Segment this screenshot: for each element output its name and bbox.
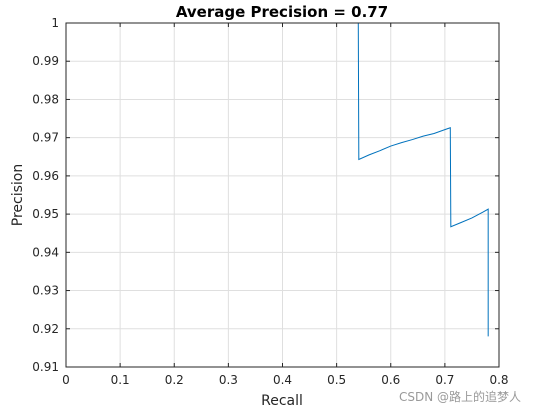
y-tick-label: 0.98	[32, 92, 59, 106]
x-axis-ticks: 0 0.1 0.2 0.3 0.4 0.5 0.6 0.7 0.8	[62, 23, 509, 387]
y-axis-ticks: 0.91 0.92 0.93 0.94 0.95 0.96 0.97 0.98 0.99 1	[32, 16, 499, 374]
y-tick-label: 0.99	[32, 54, 59, 68]
series-group	[66, 22, 489, 337]
x-tick-label: 0.3	[219, 373, 238, 387]
x-tick-label: 0.2	[165, 373, 184, 387]
x-tick-label: 0.1	[111, 373, 130, 387]
x-tick-label: 0.4	[273, 373, 292, 387]
x-tick-label: 0.8	[489, 373, 508, 387]
y-tick-label: 0.93	[32, 284, 59, 298]
x-axis-label: Recall	[261, 393, 303, 409]
x-tick-label: 0.7	[435, 373, 454, 387]
chart-title: Average Precision = 0.77	[176, 3, 388, 21]
y-tick-label: 0.92	[32, 322, 59, 336]
y-tick-label: 0.91	[32, 360, 59, 374]
y-tick-label: 0.94	[32, 245, 59, 259]
x-tick-label: 0.5	[327, 373, 346, 387]
y-tick-label: 0.95	[32, 207, 59, 221]
y-axis-label: Precision	[10, 164, 26, 226]
watermark: CSDN @路上的追梦人	[399, 389, 521, 404]
y-tick-label: 0.97	[32, 131, 59, 145]
x-tick-label: 0	[62, 373, 70, 387]
pr-curve-line	[66, 22, 489, 337]
y-tick-label: 1	[51, 16, 59, 30]
y-tick-label: 0.96	[32, 169, 59, 183]
x-tick-label: 0.6	[381, 373, 400, 387]
